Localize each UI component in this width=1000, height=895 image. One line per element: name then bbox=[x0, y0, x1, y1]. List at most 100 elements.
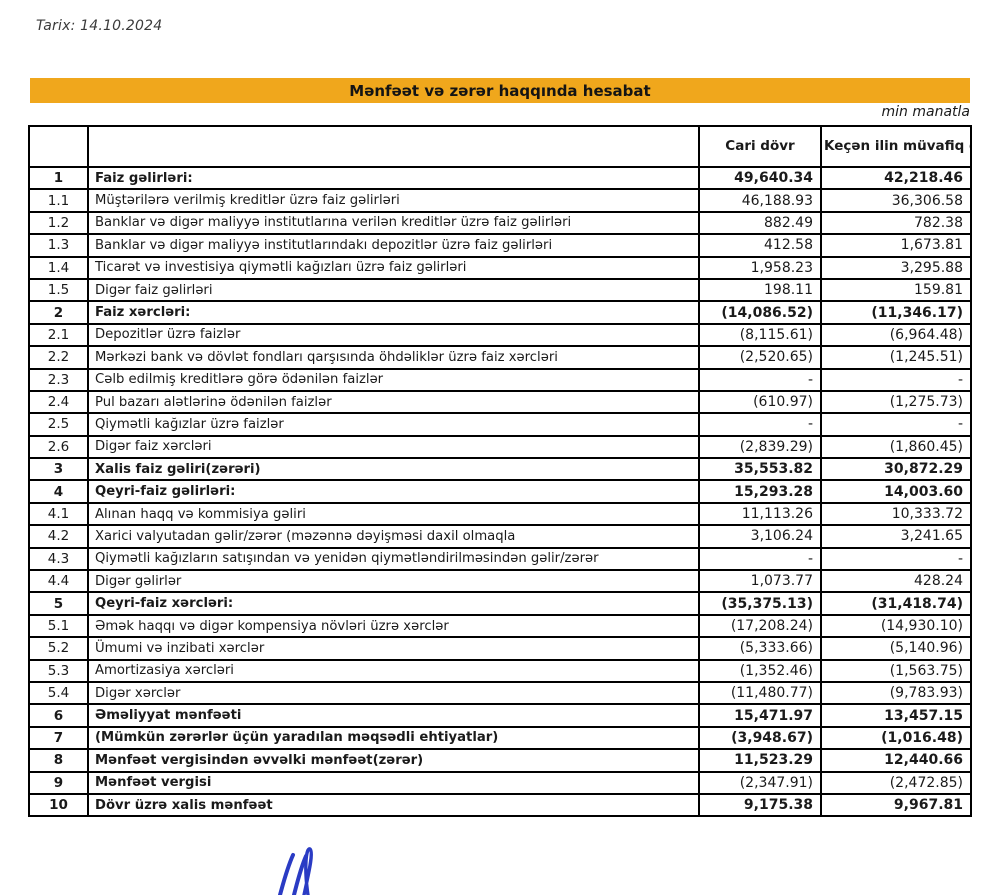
row-no: 4.3 bbox=[28, 546, 89, 572]
row-label: Banklar və digər maliyyə institutlarına … bbox=[87, 210, 700, 236]
row-label: Depozitlər üzrə faizlər bbox=[87, 322, 700, 348]
row-current: 15,293.28 bbox=[698, 479, 822, 504]
row-no: 9 bbox=[28, 770, 89, 795]
row-label: Cəlb edilmiş kreditlərə görə ödənilən fa… bbox=[87, 367, 700, 392]
row-label: Mənfəət vergisi bbox=[87, 770, 700, 795]
row-no: 5 bbox=[28, 591, 89, 616]
row-label: (Mümkün zərərlər üçün yaradılan məqsədli… bbox=[87, 725, 700, 751]
row-no: 2.4 bbox=[28, 389, 89, 415]
report-table-body: Cari dövr Keçən ilin müvafiq dövrü 1 Fai… bbox=[28, 125, 972, 818]
row-previous: (6,964.48) bbox=[820, 322, 972, 348]
row-no: 1.2 bbox=[28, 210, 89, 236]
row-label: Amortizasiya xərcləri bbox=[87, 658, 700, 684]
row-no: 1.5 bbox=[28, 277, 89, 303]
row-no: 2 bbox=[28, 300, 89, 325]
row-current: (1,352.46) bbox=[698, 658, 822, 684]
row-current: 1,073.77 bbox=[698, 569, 822, 594]
row-no: 5.4 bbox=[28, 680, 89, 706]
row-previous: (2,472.85) bbox=[820, 770, 972, 795]
row-current: (2,520.65) bbox=[698, 345, 822, 370]
table-row: 4.3 Qiymətli kağızların satışından və ye… bbox=[28, 546, 972, 572]
row-no: 2.6 bbox=[28, 434, 89, 460]
table-row: 1.3 Banklar və digər maliyyə institutlar… bbox=[28, 233, 972, 258]
table-row: 6 Əməliyyat mənfəəti 15,471.97 13,457.15 bbox=[28, 703, 972, 728]
row-previous: (11,346.17) bbox=[820, 300, 972, 325]
table-row: 4.1 Alınan haqq və kommisiya gəliri 11,1… bbox=[28, 501, 972, 527]
row-label: Pul bazarı alətlərinə ödənilən faizlər bbox=[87, 389, 700, 415]
row-current: (35,375.13) bbox=[698, 591, 822, 616]
table-row: 3 Xalis faiz gəliri(zərəri) 35,553.82 30… bbox=[28, 457, 972, 482]
row-previous: 9,967.81 bbox=[820, 792, 972, 818]
table-row: 2.3 Cəlb edilmiş kreditlərə görə ödənilə… bbox=[28, 367, 972, 392]
table-row: 4.4 Digər gəlirlər 1,073.77 428.24 bbox=[28, 569, 972, 594]
row-label: Digər faiz xərcləri bbox=[87, 434, 700, 460]
table-row: 4.2 Xarici valyutadan gəlir/zərər (məzən… bbox=[28, 524, 972, 549]
row-no: 2.2 bbox=[28, 345, 89, 370]
row-current: 1,958.23 bbox=[698, 255, 822, 280]
row-current: - bbox=[698, 412, 822, 437]
row-current: 35,553.82 bbox=[698, 457, 822, 482]
table-row: 5.3 Amortizasiya xərcləri (1,352.46) (1,… bbox=[28, 658, 972, 684]
row-label: Mərkəzi bank və dövlət fondları qarşısın… bbox=[87, 345, 700, 370]
row-label: Digər faiz gəlirləri bbox=[87, 277, 700, 303]
row-previous: 30,872.29 bbox=[820, 457, 972, 482]
table-row: 5.2 Ümumi və inzibati xərclər (5,333.66)… bbox=[28, 636, 972, 661]
table-row: 4 Qeyri-faiz gəlirləri: 15,293.28 14,003… bbox=[28, 479, 972, 504]
row-no: 10 bbox=[28, 792, 89, 818]
profit-loss-table: Cari dövr Keçən ilin müvafiq dövrü 1 Fai… bbox=[28, 125, 972, 818]
table-row: 5 Qeyri-faiz xərcləri: (35,375.13) (31,4… bbox=[28, 591, 972, 616]
row-current: 882.49 bbox=[698, 210, 822, 236]
row-no: 4.2 bbox=[28, 524, 89, 549]
row-label: Ticarət və investisiya qiymətli kağızlar… bbox=[87, 255, 700, 280]
row-current: 9,175.38 bbox=[698, 792, 822, 818]
row-previous: 428.24 bbox=[820, 569, 972, 594]
row-current: 11,113.26 bbox=[698, 501, 822, 527]
table-row: 2.6 Digər faiz xərcləri (2,839.29) (1,86… bbox=[28, 434, 972, 460]
row-current: 49,640.34 bbox=[698, 165, 822, 191]
row-previous: (1,275.73) bbox=[820, 389, 972, 415]
row-current: (610.97) bbox=[698, 389, 822, 415]
row-no: 1.4 bbox=[28, 255, 89, 280]
row-no: 1.3 bbox=[28, 233, 89, 258]
row-label: Faiz gəlirləri: bbox=[87, 165, 700, 191]
row-current: 412.58 bbox=[698, 233, 822, 258]
row-label: Dövr üzrə xalis mənfəət bbox=[87, 792, 700, 818]
table-row: 9 Mənfəət vergisi (2,347.91) (2,472.85) bbox=[28, 770, 972, 795]
table-row: 7 (Mümkün zərərlər üçün yaradılan məqsəd… bbox=[28, 725, 972, 751]
row-label: Digər gəlirlər bbox=[87, 569, 700, 594]
row-no: 5.2 bbox=[28, 636, 89, 661]
table-row: 2.2 Mərkəzi bank və dövlət fondları qarş… bbox=[28, 345, 972, 370]
row-current: (11,480.77) bbox=[698, 680, 822, 706]
row-current: 3,106.24 bbox=[698, 524, 822, 549]
row-current: 46,188.93 bbox=[698, 188, 822, 213]
row-current: (5,333.66) bbox=[698, 636, 822, 661]
header-spacer-label bbox=[87, 125, 700, 168]
row-previous: (5,140.96) bbox=[820, 636, 972, 661]
row-no: 5.1 bbox=[28, 613, 89, 639]
row-no: 4.4 bbox=[28, 569, 89, 594]
row-previous: - bbox=[820, 412, 972, 437]
row-label: Faiz xərcləri: bbox=[87, 300, 700, 325]
row-previous: - bbox=[820, 546, 972, 572]
row-current: (8,115.61) bbox=[698, 322, 822, 348]
table-row: 2 Faiz xərcləri: (14,086.52) (11,346.17) bbox=[28, 300, 972, 325]
row-no: 2.1 bbox=[28, 322, 89, 348]
signature-ink bbox=[278, 847, 314, 895]
header-spacer-no bbox=[28, 125, 89, 168]
row-current: (2,347.91) bbox=[698, 770, 822, 795]
row-previous: 3,295.88 bbox=[820, 255, 972, 280]
row-no: 3 bbox=[28, 457, 89, 482]
row-previous: (9,783.93) bbox=[820, 680, 972, 706]
row-current: (17,208.24) bbox=[698, 613, 822, 639]
row-previous: (1,563.75) bbox=[820, 658, 972, 684]
row-no: 2.3 bbox=[28, 367, 89, 392]
row-current: (2,839.29) bbox=[698, 434, 822, 460]
row-previous: 12,440.66 bbox=[820, 748, 972, 773]
report-title: Mənfəət və zərər haqqında hesabat bbox=[349, 81, 651, 100]
row-previous: 14,003.60 bbox=[820, 479, 972, 504]
row-previous: (1,245.51) bbox=[820, 345, 972, 370]
row-previous: 36,306.58 bbox=[820, 188, 972, 213]
table-row: 5.1 Əmək haqqı və digər kompensiya növlə… bbox=[28, 613, 972, 639]
row-label: Qeyri-faiz xərcləri: bbox=[87, 591, 700, 616]
row-no: 5.3 bbox=[28, 658, 89, 684]
